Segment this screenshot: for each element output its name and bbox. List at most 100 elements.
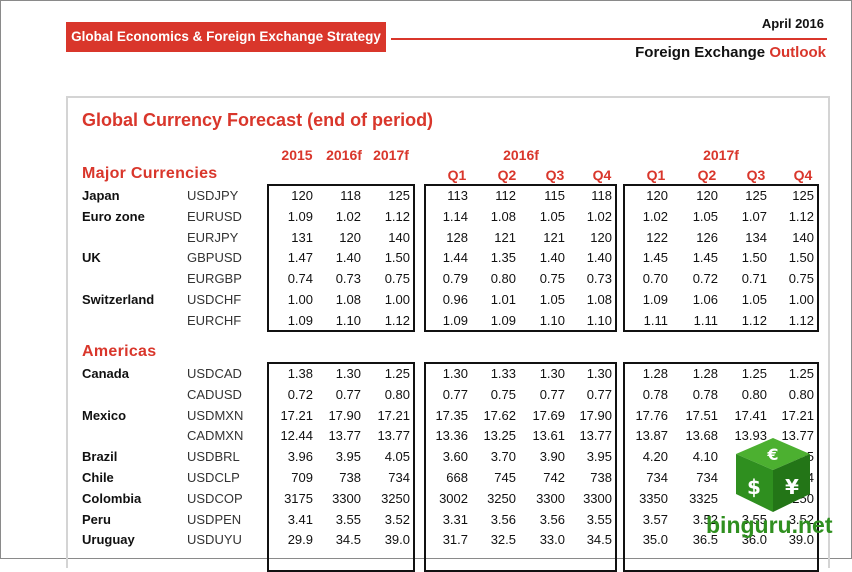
row-value: 0.77 xyxy=(442,386,468,402)
table-row: Japan USDJPY 120 118 125 113 112 115 118 120 120 12… xyxy=(0,186,852,206)
row-value: 1.12 xyxy=(741,312,767,328)
row-country: Euro zone xyxy=(82,208,145,224)
row-value: 1.00 xyxy=(384,292,410,307)
row-value: 36.5 xyxy=(692,532,718,548)
row-currency-pair: USDCAD xyxy=(187,366,242,381)
row-value: 120 xyxy=(291,188,313,203)
row-country: Peru xyxy=(82,511,111,527)
row-country: UK xyxy=(82,250,101,266)
row-value: 140 xyxy=(388,229,410,245)
row-value: 17.69 xyxy=(532,407,565,423)
row-value: 1.00 xyxy=(788,292,814,307)
row-value: 17.21 xyxy=(280,407,313,423)
row-value: 1.45 xyxy=(692,250,718,266)
forecast-panel xyxy=(66,96,830,568)
section-americas: Americas xyxy=(82,343,157,360)
row-value: 0.75 xyxy=(788,271,814,287)
row-value: 738 xyxy=(590,470,612,485)
row-country: Uruguay xyxy=(82,532,135,548)
row-value: 120 xyxy=(646,188,668,203)
row-value: 33.0 xyxy=(539,532,565,548)
row-country: Canada xyxy=(82,366,129,381)
row-value: 1.06 xyxy=(692,292,718,307)
row-value: 1.09 xyxy=(490,312,516,328)
row-value: 1.50 xyxy=(741,250,767,266)
row-value: 745 xyxy=(494,470,516,485)
row-value: 3.52 xyxy=(692,511,718,527)
box-annual-major xyxy=(267,184,415,332)
svg-text:$: $ xyxy=(747,475,761,499)
row-value: 1.50 xyxy=(788,250,814,266)
row-value: 13.61 xyxy=(532,428,565,444)
row-value: 1.45 xyxy=(642,250,668,266)
row-value: 3.95 xyxy=(586,449,612,465)
table-row: Uruguay USDUYU 29.9 34.5 39.0 31.7 32.5 33.0 34.… xyxy=(0,530,852,550)
currency-cube-icon: € $ ¥ xyxy=(736,438,810,512)
row-value: 125 xyxy=(792,188,814,203)
box-2016-major xyxy=(424,184,617,332)
q-header-2016-q2: Q2 xyxy=(497,167,517,183)
table-row: Canada USDCAD 1.38 1.30 1.25 1.30 1.33 1.30 1.30… xyxy=(0,364,852,384)
subtitle-highlight: Outlook xyxy=(769,44,826,61)
row-value: 734 xyxy=(696,470,718,485)
table-row: Colombia USDCOP 3175 3300 3250 3002 3250 3300 33… xyxy=(0,489,852,509)
row-value: 3175 xyxy=(284,490,313,506)
q-header-2017-q4: Q4 xyxy=(793,167,813,183)
q-header-2016-q4: Q4 xyxy=(592,167,612,183)
row-value: 13.25 xyxy=(483,428,516,444)
row-currency-pair: GBPUSD xyxy=(187,250,242,266)
row-country: Brazil xyxy=(82,449,118,465)
svg-text:€: € xyxy=(766,445,778,464)
table-row: UK GBPUSD 1.47 1.40 1.50 1.44 1.35 1.40 1.40 1.45… xyxy=(0,248,852,268)
row-value: 1.08 xyxy=(586,292,612,307)
row-currency-pair: USDPEN xyxy=(187,511,242,527)
row-value: 1.12 xyxy=(788,312,814,328)
row-value: 1.09 xyxy=(287,312,313,328)
row-value: 0.79 xyxy=(442,271,468,287)
box-2017-major xyxy=(623,184,819,332)
row-value: 13.68 xyxy=(685,428,718,444)
row-value: 0.78 xyxy=(642,386,668,402)
row-value: 3250 xyxy=(487,490,516,506)
row-value: 1.10 xyxy=(586,312,612,328)
row-value: 1.02 xyxy=(642,208,668,224)
row-value: 0.71 xyxy=(741,271,767,287)
row-value: 3.60 xyxy=(442,449,468,465)
table-row: EURGBP 0.74 0.73 0.75 0.79 0.80 0.75 0.73 0.70 0.… xyxy=(0,269,852,289)
row-value: 120 xyxy=(590,229,612,245)
header-rule xyxy=(391,38,827,40)
row-value: 0.80 xyxy=(741,386,767,402)
row-value: 39.0 xyxy=(788,532,814,548)
row-value: 1.11 xyxy=(693,312,718,328)
table-row: Mexico USDMXN 17.21 17.90 17.21 17.35 17.62 17.… xyxy=(0,406,852,426)
row-value: 17.41 xyxy=(734,407,767,423)
row-value: 134 xyxy=(745,229,767,245)
row-value: 1.01 xyxy=(490,292,516,307)
row-currency-pair: CADUSD xyxy=(187,386,242,402)
row-currency-pair: EURUSD xyxy=(187,208,242,224)
row-value: 121 xyxy=(543,229,565,245)
row-value: 3.52 xyxy=(788,511,814,527)
report-banner: Global Economics & Foreign Exchange Stra… xyxy=(66,22,386,52)
row-value: 1.30 xyxy=(442,366,468,381)
row-value: 1.30 xyxy=(335,366,361,381)
row-value: 1.05 xyxy=(692,208,718,224)
q-header-2017-q2: Q2 xyxy=(697,167,717,183)
row-value: 1.25 xyxy=(384,366,410,381)
row-value: 1.40 xyxy=(586,250,612,266)
row-value: 1.10 xyxy=(539,312,565,328)
row-value: 0.77 xyxy=(539,386,565,402)
row-value: 3325 xyxy=(689,490,718,506)
row-value: 1.40 xyxy=(335,250,361,266)
row-value: 35.0 xyxy=(642,532,668,548)
col-header-2016f: 2016f xyxy=(326,147,362,163)
row-value: 1.30 xyxy=(539,366,565,381)
row-value: 17.51 xyxy=(685,407,718,423)
row-value: 709 xyxy=(291,470,313,485)
row-value: 3.95 xyxy=(335,449,361,465)
row-value: 3300 xyxy=(536,490,565,506)
table-row: ChileUSDCLP70973873466874574273873473473… xyxy=(0,468,852,488)
row-value: 13.87 xyxy=(635,428,668,444)
row-value: 734 xyxy=(388,470,410,485)
group-header-2017f: 2017f xyxy=(703,147,739,163)
